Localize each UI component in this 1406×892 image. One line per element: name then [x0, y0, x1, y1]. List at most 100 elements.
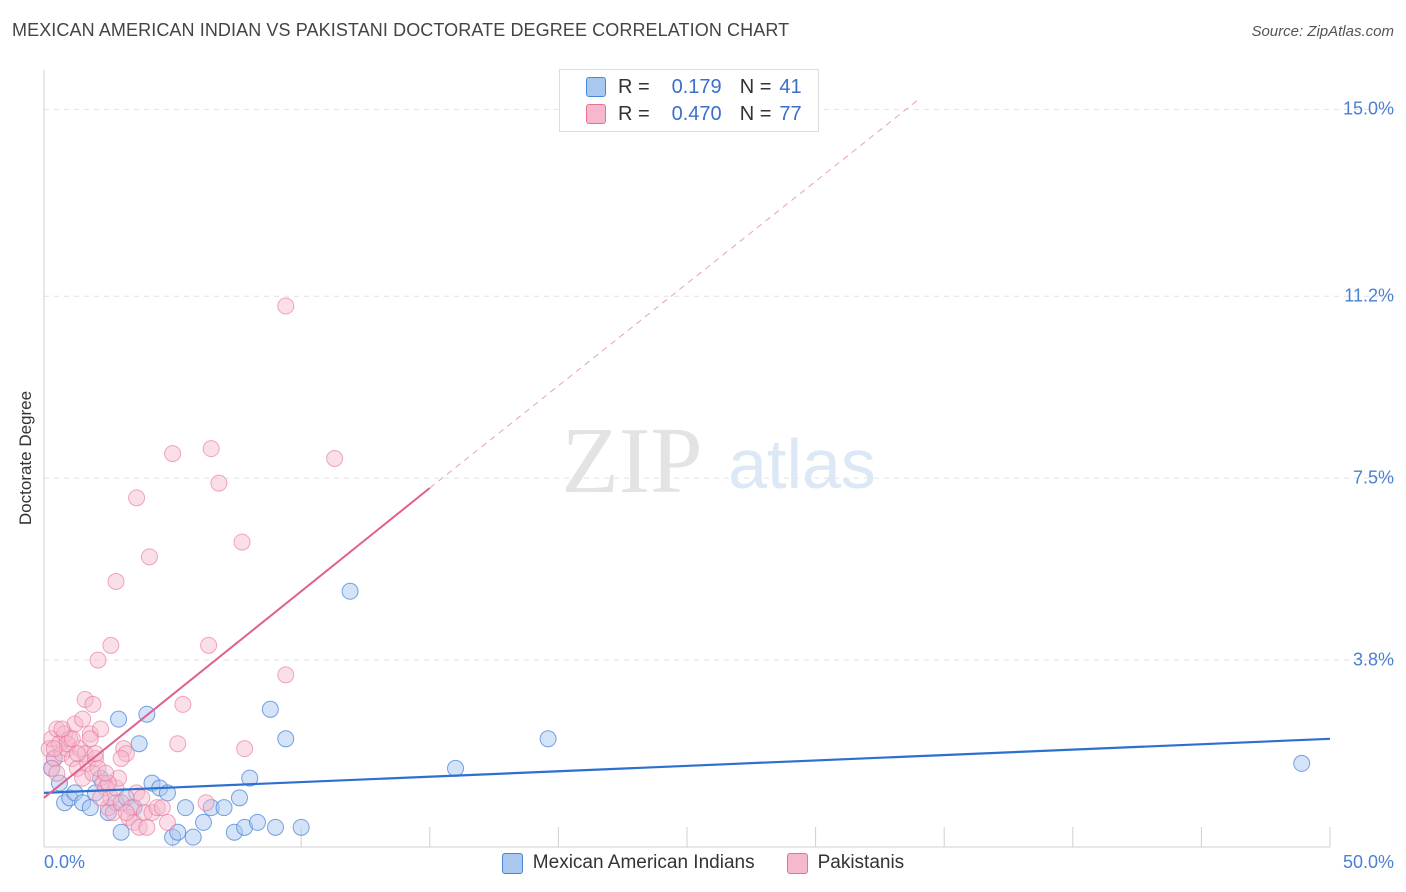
x-tick-max: 50.0%	[1342, 852, 1394, 872]
legend-r-value: 0.179	[671, 75, 722, 98]
data-point-pakistanis	[112, 794, 130, 812]
y-tick-label: 15.0%	[1342, 98, 1394, 119]
data-point-pakistanis	[120, 808, 138, 826]
data-point-pakistanis	[68, 759, 86, 777]
data-point-pakistanis	[48, 764, 66, 782]
data-point-pakistanis	[138, 818, 156, 836]
data-point-pakistanis	[326, 450, 344, 467]
legend-n-value: 77	[779, 102, 802, 125]
data-point-pakistanis	[92, 789, 110, 807]
legend-swatch-pink	[586, 104, 606, 124]
data-point-mexican-american-indians	[1293, 754, 1311, 772]
chart-title: MEXICAN AMERICAN INDIAN VS PAKISTANI DOC…	[12, 20, 790, 40]
data-point-pakistanis	[58, 740, 76, 758]
data-point-pakistanis	[112, 749, 130, 767]
data-point-pakistanis	[117, 745, 135, 763]
data-point-pakistanis	[233, 533, 251, 551]
legend-swatch-pink	[786, 852, 808, 874]
data-point-pakistanis	[153, 799, 171, 817]
data-point-pakistanis	[197, 794, 215, 812]
y-tick-label: 3.8%	[1352, 649, 1394, 670]
data-point-pakistanis	[117, 804, 135, 822]
data-point-mexican-american-indians	[230, 789, 248, 807]
data-point-mexican-american-indians	[50, 774, 68, 792]
legend-item-pakistanis: Pakistanis	[786, 852, 905, 874]
data-point-pakistanis	[53, 720, 71, 738]
data-point-mexican-american-indians	[447, 759, 465, 777]
data-point-pakistanis	[81, 725, 99, 743]
data-point-mexican-american-indians	[194, 813, 212, 831]
y-tick-label: 11.2%	[1344, 285, 1394, 306]
data-point-pakistanis	[63, 730, 81, 748]
data-point-mexican-american-indians	[176, 799, 194, 817]
data-point-pakistanis	[158, 813, 176, 831]
legend-swatch-blue	[501, 852, 523, 874]
data-point-pakistanis	[43, 759, 61, 777]
data-point-pakistanis	[86, 745, 104, 763]
data-point-mexican-american-indians	[341, 582, 359, 600]
x-tick-min: 0.0%	[44, 852, 86, 872]
data-point-pakistanis	[45, 740, 63, 758]
data-point-pakistanis	[277, 666, 295, 684]
data-point-mexican-american-indians	[241, 769, 259, 787]
data-point-pakistanis	[68, 745, 86, 763]
watermark-atlas: atlas	[728, 425, 876, 503]
data-point-pakistanis	[169, 735, 187, 753]
data-point-mexican-american-indians	[292, 818, 310, 836]
legend-swatch-blue	[586, 77, 606, 97]
data-point-pakistanis	[81, 730, 99, 748]
data-point-pakistanis	[102, 636, 120, 654]
data-point-pakistanis	[97, 764, 115, 782]
legend-item-mexican-american-indians: Mexican American Indians	[501, 852, 755, 874]
data-point-pakistanis	[97, 779, 115, 797]
data-point-pakistanis	[84, 695, 102, 713]
legend-r-label: R =	[618, 75, 650, 98]
data-point-mexican-american-indians	[112, 823, 130, 841]
data-point-pakistanis	[115, 740, 133, 758]
data-point-pakistanis	[148, 799, 166, 817]
data-point-mexican-american-indians	[130, 735, 148, 753]
data-point-pakistanis	[110, 769, 128, 787]
legend-row-pink: R = 0.470 N = 77	[586, 101, 802, 127]
data-point-pakistanis	[107, 572, 125, 590]
legend-r-value: 0.470	[671, 102, 722, 125]
data-point-pakistanis	[277, 297, 295, 315]
data-point-mexican-american-indians	[110, 710, 128, 728]
legend-label-series1: Mexican American Indians	[532, 852, 755, 873]
data-point-mexican-american-indians	[261, 700, 279, 718]
data-point-mexican-american-indians	[266, 818, 284, 836]
data-point-mexican-american-indians	[169, 823, 187, 841]
data-point-pakistanis	[200, 636, 218, 654]
source-label: Source: ZipAtlas.com	[1251, 23, 1394, 40]
data-point-mexican-american-indians	[248, 813, 266, 831]
data-point-pakistanis	[92, 720, 110, 738]
data-point-mexican-american-indians	[277, 730, 295, 748]
data-point-pakistanis	[40, 740, 58, 758]
trend-line-mexican-american-indians	[43, 737, 1331, 795]
data-point-pakistanis	[174, 695, 192, 713]
data-point-pakistanis	[236, 740, 254, 758]
legend-r-label: R =	[618, 102, 650, 125]
correlation-legend: R = 0.179 N = 41 R = 0.470 N = 77	[559, 69, 819, 132]
data-point-pakistanis	[89, 651, 107, 669]
legend-n-label: N =	[739, 75, 772, 98]
data-point-pakistanis	[202, 440, 220, 458]
y-tick-label: 7.5%	[1352, 467, 1394, 488]
trend-extension-pakistanis	[429, 99, 919, 489]
data-point-pakistanis	[84, 764, 102, 782]
data-point-mexican-american-indians	[539, 730, 557, 748]
legend-label-series2: Pakistanis	[817, 852, 905, 873]
data-point-mexican-american-indians	[184, 828, 202, 846]
watermark-zip: ZIP	[562, 409, 703, 513]
legend-row-blue: R = 0.179 N = 41	[586, 74, 802, 100]
data-point-pakistanis	[140, 548, 158, 566]
data-point-mexican-american-indians	[215, 799, 233, 817]
data-point-pakistanis	[210, 474, 228, 492]
data-point-pakistanis	[143, 804, 161, 822]
data-point-pakistanis	[74, 710, 92, 728]
data-point-pakistanis	[128, 489, 146, 507]
legend-n-value: 41	[779, 75, 802, 98]
data-point-pakistanis	[133, 789, 151, 807]
series-legend: Mexican American Indians Pakistanis	[0, 852, 1406, 874]
